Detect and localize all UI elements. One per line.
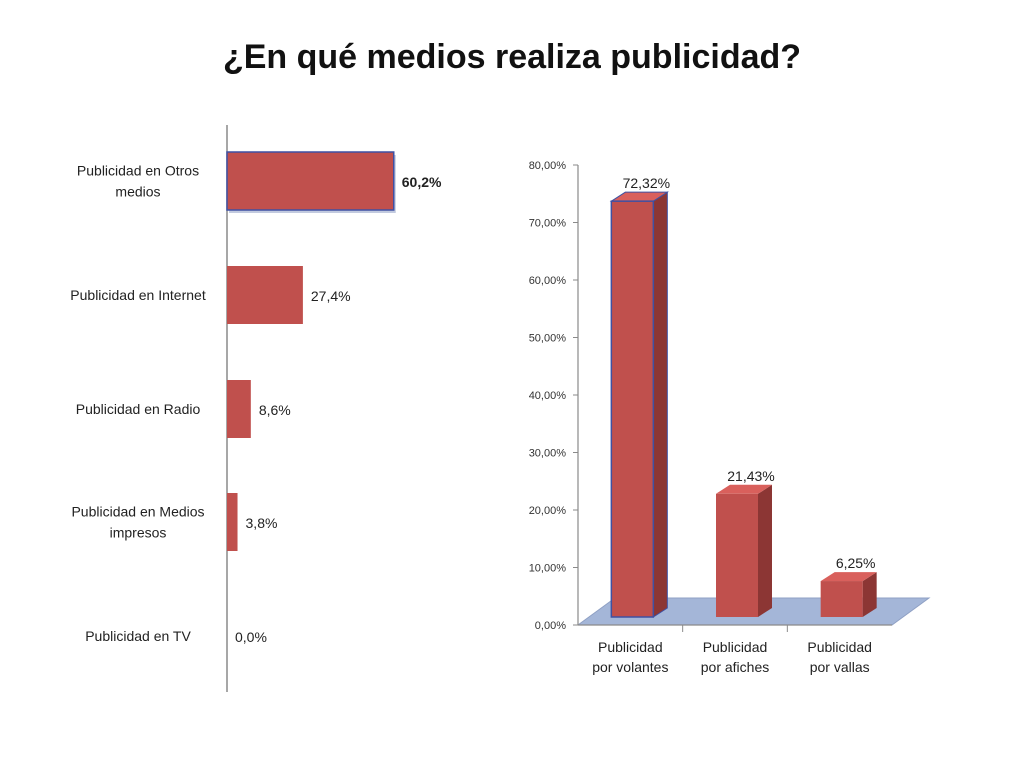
category-label: Publicidad en Otros — [77, 163, 199, 179]
category-label: medios — [115, 184, 160, 200]
y-tick-label: 0,00% — [535, 620, 566, 632]
bar — [227, 380, 251, 438]
bar — [820, 572, 877, 617]
slide-title: ¿En qué medios realiza publicidad? — [222, 38, 802, 76]
data-label: 6,25% — [836, 555, 876, 571]
bar — [609, 191, 670, 618]
vertical-3d-bar-chart: 0,00% 10,00% 20,00% 30,00% 40,00% 50,00% 60,00… — [529, 160, 931, 675]
y-tick-label: 50,00% — [529, 333, 567, 345]
bar — [227, 493, 238, 551]
y-tick-label: 60,00% — [529, 275, 567, 287]
data-label: 3,8% — [246, 515, 278, 531]
bar — [227, 266, 303, 324]
y-tick-label: 10,00% — [529, 563, 567, 575]
category-label: impresos — [110, 525, 167, 541]
category-label: Publicidad — [807, 639, 872, 655]
y-tick-label: 40,00% — [529, 390, 567, 402]
y-tick-label: 20,00% — [529, 505, 567, 517]
bar — [716, 484, 772, 617]
category-label: Publicidad en Medios — [71, 504, 204, 520]
category-label: por afiches — [701, 659, 769, 675]
category-label: por vallas — [810, 659, 870, 675]
y-tick-label: 70,00% — [529, 218, 567, 230]
y-tick-label: 80,00% — [529, 160, 567, 172]
data-label: 0,0% — [235, 629, 267, 645]
y-tick-label: 30,00% — [529, 448, 567, 460]
data-label: 8,6% — [259, 402, 291, 418]
category-label: Publicidad en TV — [85, 628, 191, 644]
category-label: Publicidad — [703, 639, 768, 655]
category-label: Publicidad en Radio — [76, 401, 201, 417]
category-label: Publicidad — [598, 639, 663, 655]
data-label: 21,43% — [727, 468, 774, 484]
horizontal-bar-chart: 60,2% Publicidad en Otros medios 27,4% Publi… — [70, 125, 442, 692]
data-label: 72,32% — [623, 175, 670, 191]
bar — [226, 151, 395, 211]
category-label: por volantes — [592, 659, 668, 675]
data-label: 60,2% — [402, 174, 442, 190]
category-label: Publicidad en Internet — [70, 287, 206, 303]
data-label: 27,4% — [311, 288, 351, 304]
